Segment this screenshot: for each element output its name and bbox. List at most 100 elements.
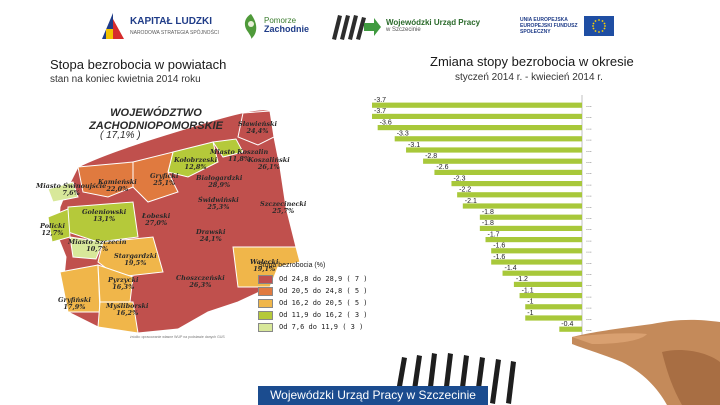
chart-category-label: ... (586, 124, 592, 131)
legend-label: Od 20,5 do 24,8 ( 5 ) (279, 287, 368, 295)
chart-bar (525, 304, 582, 310)
chart-category-label: ... (586, 304, 592, 311)
pomorze-zachodnie-logo: Pomorze Zachodnie (240, 10, 309, 42)
chart-bar (525, 315, 582, 321)
chart-data-label: -3.1 (408, 142, 420, 149)
kapital-ludzki-logo: KAPITAŁ LUDZKI NARODOWA STRATEGIA SPÓJNO… (100, 10, 219, 42)
chart-category-label: ... (586, 315, 592, 322)
chart-bar (457, 192, 582, 198)
region-walecki: Wałecki 19,1% (250, 258, 279, 273)
chart-category-label: ... (586, 113, 592, 120)
legend-swatch (258, 310, 273, 320)
legend-swatch (258, 286, 273, 296)
map-total: ( 17,1% ) (100, 130, 141, 141)
chart-data-label: -1.6 (493, 254, 505, 261)
map-panel-subtitle: stan na koniec kwietnia 2014 roku (50, 74, 201, 85)
voivodeship-map: WOJEWÓDZTWO ZACHODNIOPOMORSKIE ( 17,1% )… (36, 97, 308, 349)
chart-canvas: -3.7... -3.7... -3.6... -3.3... -3.1... -2.8.… (372, 95, 592, 337)
chart-data-label: -1.6 (493, 243, 505, 250)
chart-data-label: -1.2 (516, 276, 528, 283)
region-bialogardzki: Białogardzki 28,9% (196, 174, 243, 189)
chart-category-label: ... (586, 169, 592, 176)
chart-category-label: ... (586, 236, 592, 243)
chart-category-label: ... (586, 102, 592, 109)
legend-label: Od 16,2 do 20,5 ( 5 ) (279, 299, 368, 307)
region-kamienski: Kamieński 22,0% (98, 178, 137, 193)
map-title: WOJEWÓDZTWO ZACHODNIOPOMORSKIE (86, 107, 226, 132)
chart-category-label: ... (586, 214, 592, 221)
map-legend: Stopa bezrobocia (%) Od 24,8 do 28,9 ( 7… (258, 262, 368, 333)
chart-data-label: -2.2 (459, 187, 471, 194)
map-shapes (47, 109, 301, 334)
chart-bar (479, 225, 582, 231)
region-swidwinski: Świdwiński 25,3% (198, 196, 239, 211)
chart-data-label: -3.7 (374, 108, 386, 115)
logo-strip: KAPITAŁ LUDZKI NARODOWA STRATEGIA SPÓJNO… (0, 0, 720, 50)
legend-item: Od 11,9 do 16,2 ( 3 ) (258, 309, 368, 321)
chart-bar (519, 293, 582, 299)
legend-item: Od 24,8 do 28,9 ( 7 ) (258, 273, 368, 285)
chart-data-label: -1.8 (482, 220, 494, 227)
region-mysliborski: Myśliborski 16,2% (106, 302, 149, 317)
wup-title: Wojewódzki Urząd Pracy (386, 17, 481, 27)
chart-bar (502, 270, 582, 276)
eu-text: UNIA EUROPEJSKA EUROPEJSKI FUNDUSZ SPOŁE… (520, 17, 578, 35)
pomorze-line2: Zachodnie (264, 24, 310, 35)
kapital-ludzki-icon (100, 11, 126, 41)
chart-data-label: -1.1 (522, 287, 534, 294)
pomorze-line1: Pomorze (264, 16, 297, 26)
map-title-line2: ZACHODNIOPOMORSKIE (89, 119, 223, 132)
chart-bar (434, 169, 582, 175)
map-panel-title: Stopa bezrobocia w powiatach (50, 57, 227, 72)
chart-category-label: ... (586, 259, 592, 266)
legend-label: Od 24,8 do 28,9 ( 7 ) (279, 275, 368, 283)
footer-bar (258, 386, 488, 405)
eu-flag-icon (584, 16, 614, 36)
chart-bar (372, 102, 582, 108)
legend-item: Od 20,5 do 24,8 ( 5 ) (258, 285, 368, 297)
change-bar-chart: -3.7... -3.7... -3.6... -3.3... -3.1... -2.8.… (360, 95, 600, 340)
map-source-note: źródło: opracowanie własne WUP na podsta… (130, 335, 225, 339)
kapital-ludzki-title: KAPITAŁ LUDZKI (130, 15, 213, 27)
chart-data-label: -1 (527, 310, 533, 317)
region-szczecin-city: Miasto Szczecin 10,7% (68, 238, 127, 253)
legend-item: Od 16,2 do 20,5 ( 5 ) (258, 297, 368, 309)
eu-logo: UNIA EUROPEJSKA EUROPEJSKI FUNDUSZ SPOŁE… (520, 10, 614, 42)
region-szczecinecki: Szczecinecki 25,7% (260, 200, 307, 215)
chart-bar (491, 259, 582, 265)
chart-data-label: -1.7 (488, 231, 500, 238)
chart-data-label: -3.7 (374, 97, 386, 104)
pomorze-zachodnie-icon (244, 14, 257, 39)
chart-category-label: ... (586, 203, 592, 210)
chart-data-label: -1.4 (505, 265, 517, 272)
region-kolobrzeski: Kołobrzeski 12,8% (174, 156, 218, 171)
chart-bar (406, 147, 582, 153)
region-goleniowski: Goleniowski 13,1% (82, 208, 127, 223)
chart-category-label: ... (586, 225, 592, 232)
chart-data-label: -2.1 (465, 198, 477, 205)
region-koszalin-city: Miasto Koszalin 11,8% (210, 148, 269, 163)
region-choszczenski: Choszczeński 26,3% (176, 274, 225, 289)
chart-bar (372, 113, 582, 119)
map-title-line1: WOJEWÓDZTWO (110, 107, 202, 119)
chart-category-label: ... (586, 292, 592, 299)
region-koszalinski: Koszaliński 26,1% (248, 156, 290, 171)
chart-category-label: ... (586, 147, 592, 154)
chart-category-label: ... (586, 248, 592, 255)
chart-panel-title: Zmiana stopy bezrobocia w okresie (430, 54, 634, 69)
chart-data-label: -2.6 (436, 164, 448, 171)
legend-title: Stopa bezrobocia (%) (258, 262, 326, 269)
chart-data-label: -1 (527, 299, 533, 306)
region-swinoujscie-city: Miasto Świnoujście 7,6% (36, 182, 107, 197)
legend-swatch (258, 298, 273, 308)
chart-category-label: ... (586, 270, 592, 277)
chart-category-label: ... (586, 326, 592, 333)
region-slawienski: Sławieński 24,4% (238, 120, 277, 135)
region-stargardzki: Stargardzki 19,5% (114, 252, 157, 267)
chart-data-label: -2.3 (453, 175, 465, 182)
chart-bar (423, 158, 582, 164)
chart-bar (479, 214, 582, 220)
chart-panel-subtitle: styczeń 2014 r. - kwiecień 2014 r. (455, 72, 603, 83)
pointing-hand-image (572, 319, 720, 405)
legend-swatch (258, 274, 273, 284)
